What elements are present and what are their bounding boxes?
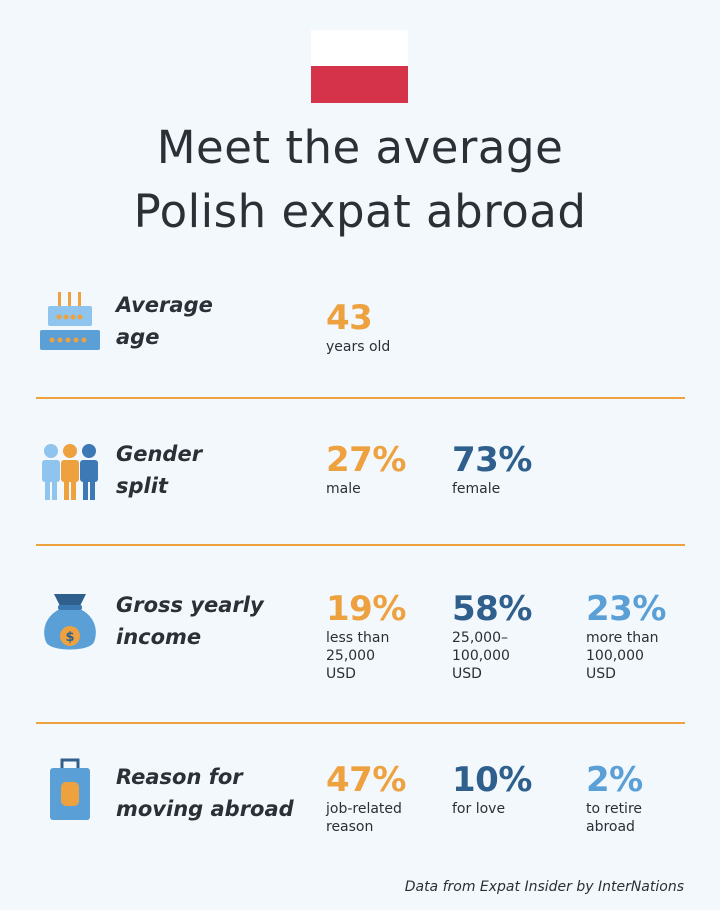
stat-income-high: 23% more than 100,000 USD bbox=[586, 591, 666, 683]
money-bag-icon: $ bbox=[42, 592, 98, 658]
stat-value: 73% bbox=[452, 440, 532, 480]
stat-job-related: 47% job-related reason bbox=[326, 762, 406, 836]
label-line-2: split bbox=[116, 474, 168, 498]
flag-red-stripe bbox=[311, 66, 408, 103]
label-line-1: Gross yearly bbox=[116, 593, 264, 617]
stat-income-mid: 58% 25,000– 100,000 USD bbox=[452, 591, 532, 683]
stat-caption: male bbox=[326, 481, 361, 497]
stat-age: 43 years old bbox=[326, 300, 390, 356]
row-label: Average age bbox=[116, 289, 213, 353]
label-line-1: Reason for bbox=[116, 765, 243, 789]
stat-value: 23% bbox=[586, 589, 666, 629]
suitcase-icon bbox=[48, 758, 92, 826]
stat-value: 47% bbox=[326, 760, 406, 800]
row-label: Gender split bbox=[116, 438, 202, 502]
title-line-2: Polish expat abroad bbox=[133, 185, 587, 238]
stat-caption: less than 25,000 USD bbox=[326, 630, 390, 682]
poland-flag bbox=[311, 30, 408, 103]
stat-caption: 25,000– 100,000 USD bbox=[452, 630, 510, 682]
source-note: Data from Expat Insider by InterNations bbox=[404, 879, 684, 895]
stat-value: 2% bbox=[586, 760, 643, 800]
flag-white-stripe bbox=[311, 30, 408, 66]
page-title: Meet the average Polish expat abroad bbox=[0, 116, 720, 244]
stat-male: 27% male bbox=[326, 442, 406, 498]
stat-value: 10% bbox=[452, 760, 532, 800]
stat-value: 58% bbox=[452, 589, 532, 629]
row-label: Reason for moving abroad bbox=[116, 761, 294, 825]
stat-value: 43 bbox=[326, 298, 373, 338]
stat-for-love: 10% for love bbox=[452, 762, 532, 818]
title-line-1: Meet the average bbox=[156, 121, 564, 174]
svg-text:$: $ bbox=[65, 630, 74, 645]
stat-female: 73% female bbox=[452, 442, 532, 498]
stat-income-low: 19% less than 25,000 USD bbox=[326, 591, 406, 683]
label-line-2: age bbox=[116, 325, 160, 349]
stat-to-retire: 2% to retire abroad bbox=[586, 762, 643, 836]
stat-caption: more than 100,000 USD bbox=[586, 630, 659, 682]
stat-value: 19% bbox=[326, 589, 406, 629]
row-label: Gross yearly income bbox=[116, 589, 264, 653]
stat-value: 27% bbox=[326, 440, 406, 480]
label-line-1: Gender bbox=[116, 442, 203, 466]
label-line-2: moving abroad bbox=[116, 797, 294, 821]
cake-icon bbox=[38, 290, 102, 354]
label-line-2: income bbox=[116, 625, 202, 649]
divider bbox=[36, 544, 685, 546]
divider bbox=[36, 397, 685, 399]
people-icon bbox=[40, 442, 100, 506]
stat-caption: years old bbox=[326, 339, 391, 355]
stat-caption: female bbox=[452, 481, 501, 497]
divider bbox=[36, 722, 685, 724]
stat-caption: for love bbox=[452, 801, 506, 817]
stat-caption: to retire abroad bbox=[586, 801, 643, 835]
stat-caption: job-related reason bbox=[326, 801, 402, 835]
label-line-1: Average bbox=[116, 293, 213, 317]
